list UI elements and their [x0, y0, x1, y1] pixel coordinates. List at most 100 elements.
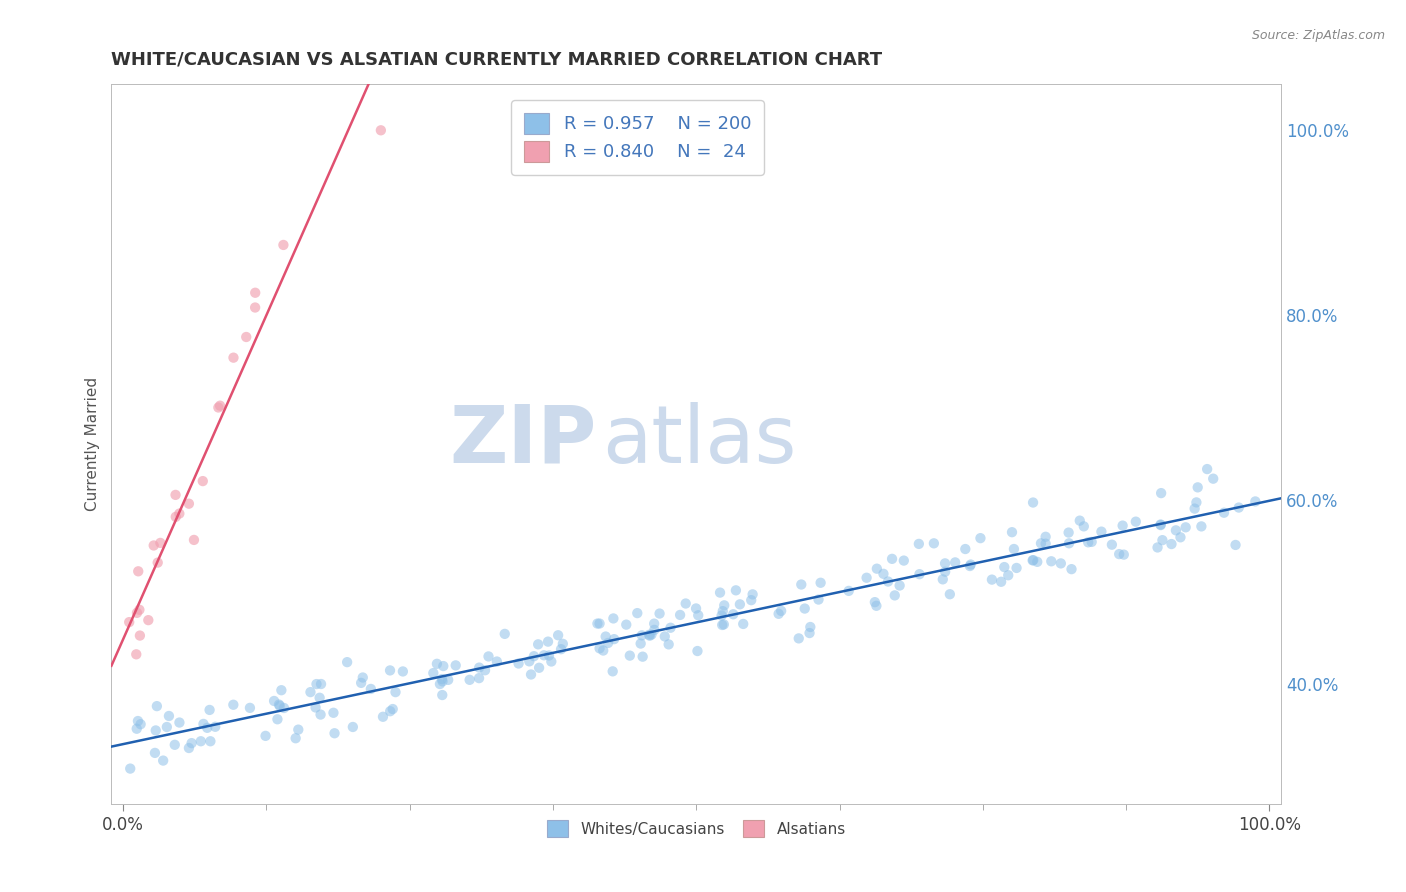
- Point: [146, 556, 169, 570]
- Point: [239, 701, 262, 715]
- Point: [631, 649, 654, 664]
- Point: [169, 507, 191, 521]
- Point: [770, 604, 793, 618]
- Point: [1026, 555, 1049, 569]
- Point: [1022, 553, 1045, 567]
- Point: [1197, 462, 1219, 476]
- Point: [273, 701, 295, 715]
- Point: [1035, 537, 1057, 551]
- Point: [508, 657, 530, 671]
- Point: [533, 648, 555, 663]
- Point: [675, 597, 697, 611]
- Point: [638, 628, 661, 642]
- Point: [429, 677, 451, 691]
- Point: [305, 677, 328, 691]
- Point: [603, 632, 626, 647]
- Point: [1022, 495, 1045, 509]
- Point: [263, 694, 285, 708]
- Point: [787, 632, 810, 646]
- Point: [889, 578, 911, 592]
- Point: [422, 666, 444, 681]
- Point: [669, 607, 692, 622]
- Point: [127, 564, 149, 578]
- Point: [1125, 515, 1147, 529]
- Point: [474, 663, 496, 677]
- Point: [381, 702, 404, 716]
- Point: [547, 628, 569, 642]
- Point: [1069, 514, 1091, 528]
- Point: [810, 575, 832, 590]
- Point: [380, 704, 402, 718]
- Point: [596, 636, 619, 650]
- Point: [191, 474, 214, 488]
- Point: [125, 606, 148, 620]
- Point: [146, 699, 169, 714]
- Point: [997, 568, 1019, 582]
- Point: [686, 644, 709, 658]
- Point: [350, 676, 373, 690]
- Point: [458, 673, 481, 687]
- Point: [659, 621, 682, 635]
- Point: [118, 615, 141, 629]
- Point: [908, 537, 931, 551]
- Point: [619, 648, 641, 663]
- Point: [934, 557, 956, 571]
- Point: [287, 723, 309, 737]
- Point: [540, 655, 562, 669]
- Point: [768, 607, 790, 621]
- Point: [1080, 534, 1102, 549]
- Point: [309, 707, 332, 722]
- Text: atlas: atlas: [603, 401, 797, 480]
- Point: [1174, 520, 1197, 534]
- Point: [630, 628, 652, 642]
- Point: [222, 351, 245, 365]
- Point: [392, 665, 415, 679]
- Point: [932, 572, 955, 586]
- Point: [1244, 494, 1267, 508]
- Point: [614, 617, 637, 632]
- Point: [1073, 519, 1095, 533]
- Point: [1187, 480, 1209, 494]
- Point: [523, 649, 546, 664]
- Point: [156, 720, 179, 734]
- Point: [1164, 524, 1187, 538]
- Point: [207, 401, 229, 415]
- Point: [1090, 524, 1112, 539]
- Point: [352, 671, 374, 685]
- Point: [432, 674, 454, 689]
- Y-axis label: Currently Married: Currently Married: [86, 377, 100, 511]
- Point: [177, 497, 200, 511]
- Point: [1060, 562, 1083, 576]
- Point: [959, 558, 981, 572]
- Point: [198, 703, 221, 717]
- Point: [432, 659, 454, 673]
- Point: [517, 654, 540, 668]
- Point: [709, 585, 731, 599]
- Point: [360, 681, 382, 696]
- Point: [872, 566, 894, 581]
- Point: [157, 709, 180, 723]
- Point: [799, 620, 821, 634]
- Point: [1170, 530, 1192, 544]
- Point: [1002, 541, 1025, 556]
- Point: [1112, 548, 1135, 562]
- Legend: Whites/Caucasians, Alsatians: Whites/Caucasians, Alsatians: [540, 814, 852, 844]
- Point: [426, 657, 449, 671]
- Point: [254, 729, 277, 743]
- Point: [190, 734, 212, 748]
- Point: [595, 630, 617, 644]
- Point: [1049, 557, 1071, 571]
- Point: [1057, 536, 1080, 550]
- Point: [955, 541, 977, 556]
- Point: [336, 655, 359, 669]
- Point: [630, 637, 652, 651]
- Point: [200, 734, 222, 748]
- Point: [169, 715, 191, 730]
- Point: [537, 634, 560, 648]
- Point: [129, 717, 152, 731]
- Point: [1146, 541, 1168, 555]
- Point: [551, 637, 574, 651]
- Point: [1150, 486, 1173, 500]
- Point: [883, 588, 905, 602]
- Point: [342, 720, 364, 734]
